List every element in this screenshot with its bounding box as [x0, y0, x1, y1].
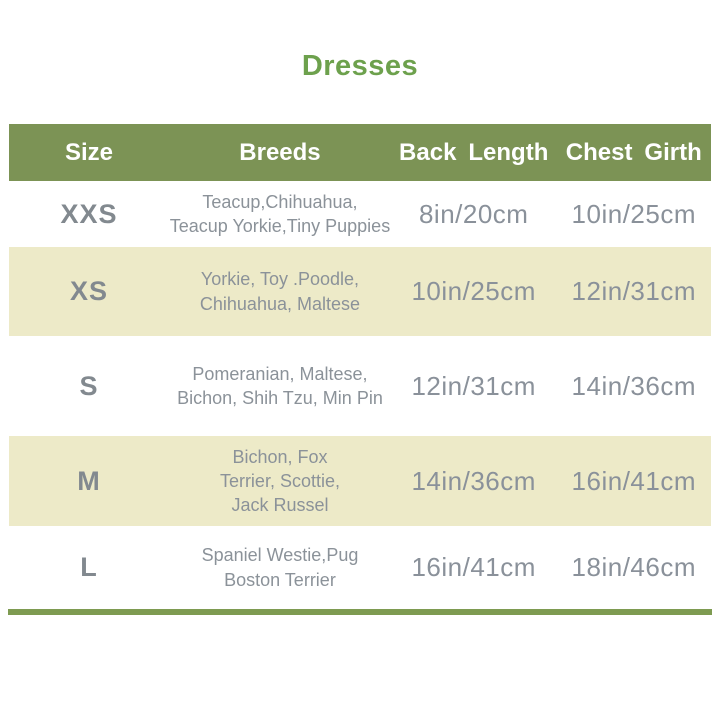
table-header-row: Size Breeds Back Length Chest Girth — [9, 124, 711, 181]
breeds-line: Chihuahua, Maltese — [199, 293, 361, 314]
back-length-cell: 8in/20cm — [418, 198, 529, 229]
header-cell-chest-girth: Chest Girth — [565, 138, 702, 166]
header-cell-breeds: Breeds — [239, 138, 321, 166]
bottom-divider-bar — [8, 609, 712, 615]
header-cell-back-length: Back Length — [399, 138, 549, 166]
table-row-xxs: XXS Teacup,Chihuahua, Teacup Yorkie,Tiny… — [9, 181, 711, 247]
breeds-cell: Teacup,Chihuahua, Teacup Yorkie,Tiny Pup… — [169, 190, 391, 239]
breeds-cell: Pomeranian, Maltese, Bichon, Shih Tzu, M… — [169, 362, 391, 411]
breeds-line: Bichon, Shih Tzu, Min Pin — [177, 388, 383, 408]
breeds-cell: Bichon, Fox Terrier, Scottie, Jack Russe… — [169, 445, 391, 518]
breeds-line: Teacup Yorkie,Tiny Puppies — [169, 216, 391, 236]
breeds-line: Yorkie, Toy .Poodle, — [200, 269, 360, 290]
chest-girth-cell: 16in/41cm — [571, 465, 696, 496]
chest-girth-cell: 14in/36cm — [571, 370, 696, 401]
table-row-l: L Spaniel Westie,Pug Boston Terrier 16in… — [9, 526, 711, 609]
size-cell: M — [77, 465, 101, 496]
size-cell: S — [79, 370, 99, 401]
chest-girth-cell: 12in/31cm — [571, 276, 696, 306]
chest-girth-cell: 10in/25cm — [571, 198, 696, 229]
table-row-xs: XS Yorkie, Toy .Poodle, Chihuahua, Malte… — [9, 247, 711, 336]
back-length-cell: 10in/25cm — [411, 276, 536, 306]
breeds-line: Jack Russel — [231, 495, 329, 516]
breeds-line: Spaniel Westie,Pug — [201, 545, 359, 566]
breeds-line: Terrier, Scottie, — [219, 470, 340, 491]
size-cell: XS — [70, 276, 109, 306]
page-title: Dresses — [301, 50, 419, 82]
breeds-line: Teacup,Chihuahua, — [202, 191, 358, 212]
back-length-cell: 16in/41cm — [411, 552, 536, 582]
table-row-m: M Bichon, Fox Terrier, Scottie, Jack Rus… — [9, 436, 711, 526]
table-row-s: S Pomeranian, Maltese, Bichon, Shih Tzu,… — [9, 336, 711, 436]
chest-girth-cell: 18in/46cm — [571, 552, 696, 582]
breeds-line: Bichon, Fox — [232, 446, 328, 467]
size-chart-table: Size Breeds Back Length Chest Girth XXS … — [9, 124, 711, 609]
breeds-line: Pomeranian, Maltese, — [192, 363, 368, 384]
header-cell-size: Size — [65, 138, 114, 166]
size-cell: XXS — [60, 198, 118, 229]
back-length-cell: 14in/36cm — [411, 465, 536, 496]
breeds-line: Boston Terrier — [224, 569, 336, 590]
size-cell: L — [80, 552, 98, 582]
breeds-cell: Spaniel Westie,Pug Boston Terrier — [169, 543, 391, 592]
back-length-cell: 12in/31cm — [411, 370, 536, 401]
breeds-cell: Yorkie, Toy .Poodle, Chihuahua, Maltese — [169, 267, 391, 316]
